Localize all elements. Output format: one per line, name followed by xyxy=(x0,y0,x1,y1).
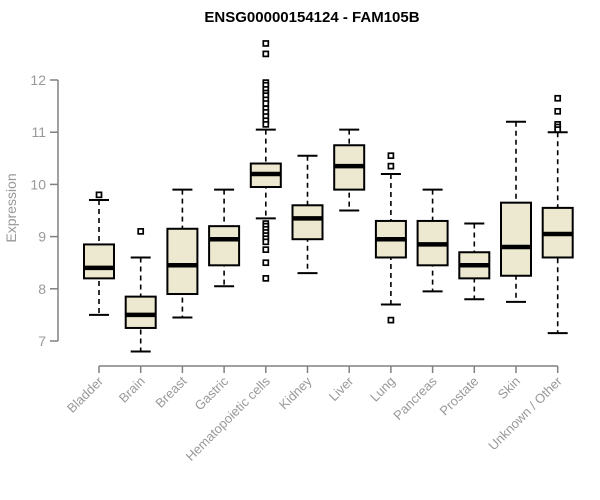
boxplot-kidney xyxy=(291,154,324,275)
y-tick-label: 12 xyxy=(30,72,46,88)
box-iqr xyxy=(83,243,115,280)
boxplot-skin xyxy=(500,120,532,303)
box-iqr xyxy=(500,201,532,277)
outlier-point xyxy=(262,121,270,128)
boxplot-bladder xyxy=(83,191,115,316)
outlier-point xyxy=(95,191,103,199)
y-tick-label: 7 xyxy=(38,333,46,349)
boxplot-liver xyxy=(333,128,366,212)
outlier-point xyxy=(387,316,395,324)
y-tick-label: 8 xyxy=(38,281,46,297)
x-tick-label: Kidney xyxy=(276,373,315,412)
boxplot-hematopoietic-cells xyxy=(249,40,282,282)
boxplot-unknown-other xyxy=(541,94,574,335)
outlier-point xyxy=(137,228,145,235)
x-tick-label: Prostate xyxy=(437,374,482,419)
x-tick-label: Brain xyxy=(116,374,148,406)
box-iqr xyxy=(124,295,157,329)
outlier-point xyxy=(554,126,562,133)
outlier-point xyxy=(262,100,270,107)
boxplot-pancreas xyxy=(416,188,449,293)
y-axis-title: Expression xyxy=(3,173,19,242)
x-tick-label: Bladder xyxy=(64,373,107,416)
outlier-point xyxy=(262,238,270,246)
chart-title: ENSG00000154124 - FAM105B xyxy=(204,9,419,26)
boxplot-lung xyxy=(374,152,407,324)
box-series xyxy=(83,40,574,353)
y-tick-label: 10 xyxy=(30,176,46,192)
y-tick-label: 11 xyxy=(31,124,46,140)
x-tick-label: Lung xyxy=(367,374,398,405)
outlier-point xyxy=(387,152,395,160)
outlier-point xyxy=(262,50,270,58)
outlier-point xyxy=(262,40,270,47)
outlier-point xyxy=(262,259,270,267)
outlier-point xyxy=(554,107,562,115)
outlier-point xyxy=(262,275,270,282)
boxplot-prostate xyxy=(458,222,491,301)
x-tick-label: Gastric xyxy=(192,373,232,413)
boxplot-brain xyxy=(124,228,157,353)
box-iqr xyxy=(291,204,324,241)
x-tick-label: Breast xyxy=(152,373,189,410)
y-tick-label: 9 xyxy=(38,229,46,245)
box-iqr xyxy=(166,227,199,296)
x-tick-label: Unknown / Other xyxy=(485,373,565,453)
boxplot-breast xyxy=(166,188,199,319)
boxplot-gastric xyxy=(208,188,241,288)
x-tick-label: Skin xyxy=(495,374,523,402)
x-tick-label: Pancreas xyxy=(390,373,440,423)
outlier-point xyxy=(387,162,395,170)
outlier-point xyxy=(262,246,270,253)
box-iqr xyxy=(208,225,241,267)
outlier-point xyxy=(554,94,562,102)
x-tick-label: Liver xyxy=(326,373,357,404)
